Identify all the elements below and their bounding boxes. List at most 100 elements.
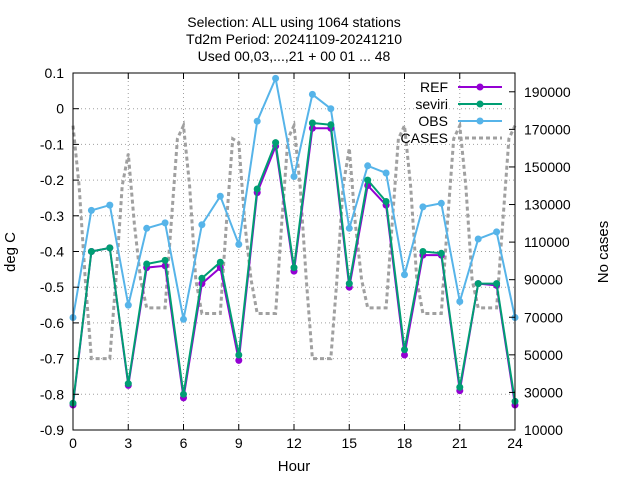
legend-marker-seviri (476, 100, 484, 108)
data-point-seviri (419, 248, 427, 255)
x-tick-label: 9 (235, 435, 243, 451)
data-point-seviri (253, 185, 261, 193)
data-point-seviri (124, 380, 132, 388)
x-tick-label: 6 (180, 435, 188, 451)
y-axis-left: 0.1 0 -0.1 -0.2 -0.3 -0.4 -0.5 -0.6 -0.7 -0.8 -0.9 (40, 65, 79, 438)
data-series (69, 74, 519, 409)
y-axis-right: 190000 170000 150000 130000 110000 90000 70000… (509, 84, 571, 438)
legend-marker-obs (476, 117, 484, 125)
data-point-obs (253, 117, 261, 125)
data-point-ref (235, 356, 243, 364)
cases-series (71, 119, 517, 361)
data-point-obs (456, 298, 464, 305)
data-point-obs (106, 201, 114, 209)
data-point-obs (290, 173, 298, 180)
x-axis: 0 3 6 9 12 15 18 21 24 (69, 73, 523, 451)
data-point-obs (198, 221, 206, 229)
chart-title: Selection: ALL using 1064 stations Td2m … (186, 14, 402, 64)
data-point-seviri (290, 264, 298, 272)
data-point-seviri (216, 258, 224, 266)
y-tick-label: -0.1 (40, 136, 64, 152)
y-tick-label: -0.2 (40, 172, 64, 188)
y-tick-label: 0.1 (45, 65, 65, 81)
data-point-obs (216, 192, 224, 200)
y-tick-label: -0.3 (40, 208, 64, 224)
data-point-seviri (143, 260, 151, 268)
data-point-ref (401, 351, 408, 359)
y-tick-label: 0 (56, 101, 64, 117)
data-point-obs (235, 240, 243, 248)
data-point-obs (124, 301, 132, 309)
y2-tick-label: 90000 (524, 272, 563, 288)
title-line-3: Used 00,03,...,21 + 00 01 ... 48 (198, 48, 391, 64)
y2-tick-label: 10000 (524, 422, 563, 438)
data-point-seviri (401, 346, 408, 354)
data-point-obs (327, 105, 335, 113)
y2-tick-label: 130000 (524, 197, 571, 213)
y2-tick-label: 170000 (524, 121, 571, 137)
x-tick-label: 18 (397, 435, 413, 451)
data-point-seviri (456, 383, 464, 391)
y2-tick-label: 30000 (524, 384, 563, 400)
x-tick-label: 12 (286, 435, 302, 451)
legend-marker-ref (476, 83, 484, 91)
y2-tick-label: 50000 (524, 347, 563, 363)
data-point-obs (180, 315, 187, 323)
data-point-seviri (308, 119, 316, 127)
x-tick-label: 15 (341, 435, 357, 451)
data-point-obs (345, 224, 353, 232)
x-axis-label: Hour (278, 458, 311, 475)
series-line-obs (72, 74, 516, 320)
legend-label-obs: OBS (418, 113, 448, 129)
data-point-obs (161, 219, 169, 227)
y2-tick-label: 70000 (524, 309, 563, 325)
data-point-seviri (106, 244, 114, 252)
y-tick-label: -0.9 (40, 422, 64, 438)
data-point-seviri (474, 280, 482, 288)
x-tick-label: 21 (452, 435, 468, 451)
x-tick-label: 0 (69, 435, 77, 451)
legend-label-ref: REF (420, 79, 448, 95)
data-point-seviri (198, 274, 206, 282)
legend-label-seviri: seviri (415, 96, 448, 112)
x-tick-label: 3 (124, 435, 132, 451)
y-axis-label: deg C (2, 232, 19, 272)
legend-label-cases: CASES (401, 130, 448, 146)
title-line-1: Selection: ALL using 1064 stations (187, 14, 401, 30)
data-point-seviri (180, 390, 187, 398)
data-point-obs (143, 224, 151, 232)
data-point-seviri (437, 249, 445, 257)
data-point-seviri (345, 280, 353, 288)
data-point-obs (308, 90, 316, 98)
data-point-obs (437, 199, 445, 207)
series-obs (69, 74, 519, 323)
y2-axis-label: No cases (595, 221, 612, 284)
data-point-seviri (235, 351, 243, 359)
data-point-seviri (493, 280, 501, 288)
data-point-seviri (161, 256, 169, 264)
y2-tick-label: 110000 (524, 234, 570, 250)
y-tick-label: -0.5 (40, 279, 64, 295)
data-point-seviri (87, 248, 95, 255)
data-point-seviri (272, 139, 280, 147)
y-tick-label: -0.6 (40, 315, 64, 331)
series-line-cases (71, 119, 517, 361)
data-point-obs (87, 206, 95, 214)
data-point-obs (272, 74, 280, 82)
data-point-seviri (327, 121, 335, 129)
data-point-obs (493, 228, 501, 236)
title-line-2: Td2m Period: 20241109-20241210 (186, 31, 402, 47)
y-tick-label: -0.8 (40, 386, 64, 402)
data-point-obs (382, 169, 390, 177)
data-point-seviri (364, 176, 372, 184)
y-tick-label: -0.4 (40, 244, 64, 260)
y2-tick-label: 190000 (524, 84, 571, 100)
data-point-obs (419, 203, 427, 211)
data-point-obs (401, 271, 408, 279)
y2-tick-label: 150000 (524, 159, 571, 175)
data-point-obs (364, 162, 372, 170)
x-tick-label: 24 (507, 435, 523, 451)
